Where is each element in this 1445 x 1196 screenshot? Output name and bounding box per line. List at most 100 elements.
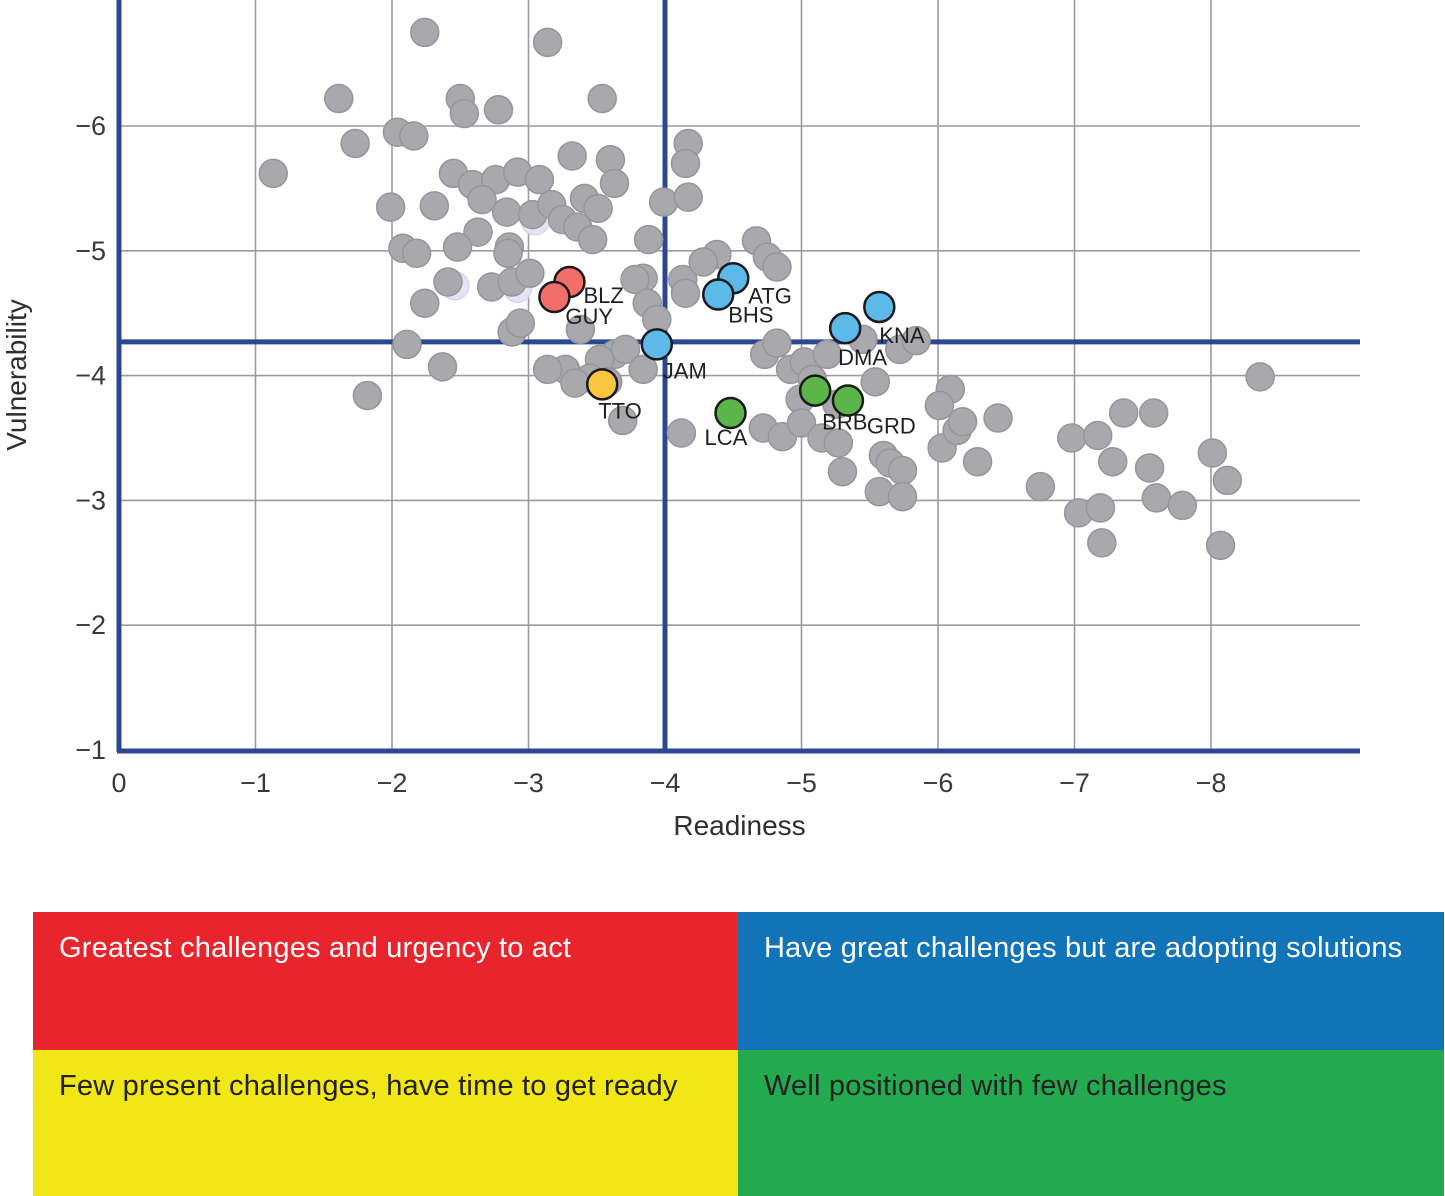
data-point xyxy=(1085,493,1116,523)
data-point xyxy=(901,325,931,356)
data-point-JAM xyxy=(640,328,674,361)
y-tick-label: −3 xyxy=(75,485,106,515)
data-point xyxy=(924,390,955,421)
data-point xyxy=(1082,420,1113,451)
data-point xyxy=(583,193,613,224)
data-point xyxy=(483,95,514,125)
data-point xyxy=(433,267,463,297)
data-point xyxy=(375,192,406,222)
data-point xyxy=(532,354,563,385)
data-point xyxy=(324,83,354,114)
data-point xyxy=(491,197,522,227)
legend-label-red: Greatest challenges and urgency to act xyxy=(59,932,572,964)
data-point xyxy=(962,446,993,477)
data-point-GRD xyxy=(831,384,865,417)
data-point xyxy=(670,278,701,308)
data-point xyxy=(524,164,555,195)
data-point xyxy=(762,252,792,282)
data-point xyxy=(449,98,480,129)
data-point xyxy=(1212,465,1243,496)
data-point xyxy=(467,184,497,215)
data-point xyxy=(673,182,703,212)
data-point-GUY xyxy=(538,280,571,314)
data-point xyxy=(1134,453,1165,483)
data-point-KNA xyxy=(863,290,896,324)
data-point xyxy=(786,408,817,438)
data-point xyxy=(532,27,563,58)
data-point xyxy=(442,232,473,262)
data-point xyxy=(648,187,679,217)
y-tick-label: −6 xyxy=(75,111,106,141)
data-point xyxy=(887,481,918,512)
data-point-LCA xyxy=(714,396,747,430)
data-point xyxy=(1245,362,1275,392)
data-point xyxy=(505,308,536,338)
data-point-DMA xyxy=(828,311,862,345)
legend-label-yellow: Few present challenges, have time to get… xyxy=(59,1070,678,1102)
y-axis-title: Vulnerability xyxy=(1,299,32,450)
data-point-label-DMA: DMA xyxy=(838,345,887,370)
data-point xyxy=(1057,423,1087,453)
data-point xyxy=(827,456,858,487)
data-point xyxy=(688,247,718,277)
x-tick-label: −8 xyxy=(1196,768,1227,798)
quadrant-legend: Greatest challenges and urgency to act H… xyxy=(33,912,1444,1196)
legend-cell-green: Well positioned with few challenges xyxy=(738,1050,1444,1196)
data-point-label-TTO: TTO xyxy=(598,398,642,423)
data-point xyxy=(565,314,596,345)
data-point-TTO xyxy=(585,368,619,401)
data-point xyxy=(410,288,440,318)
data-point xyxy=(823,428,854,458)
x-tick-label: −1 xyxy=(240,768,271,798)
legend-cell-red: Greatest challenges and urgency to act xyxy=(33,912,738,1050)
legend-cell-yellow: Few present challenges, have time to get… xyxy=(33,1050,738,1196)
data-point xyxy=(463,217,493,247)
data-point xyxy=(587,83,617,114)
y-tick-label: −1 xyxy=(75,735,106,765)
data-point xyxy=(670,148,701,179)
data-point xyxy=(762,328,792,358)
data-point xyxy=(1197,438,1228,468)
y-tick-label: −4 xyxy=(75,361,106,391)
data-point xyxy=(258,158,288,189)
x-tick-label: −4 xyxy=(650,768,681,798)
data-point xyxy=(1108,398,1139,428)
data-point xyxy=(947,407,978,437)
data-point xyxy=(620,264,650,295)
data-point xyxy=(610,334,641,365)
data-point xyxy=(515,258,545,289)
vulnerability-readiness-chart: 0 −1 −2 −3 −4 −5 −6 −7 −8−1−2−3−4−5−6ReadinessVu… xyxy=(1,0,1360,841)
data-point xyxy=(560,368,590,398)
y-tick-label: −5 xyxy=(75,236,106,266)
data-point xyxy=(599,168,630,199)
data-point-label-ATG: ATG xyxy=(748,283,792,308)
data-point-label-GRD: GRD xyxy=(867,414,916,439)
x-tick-label: −6 xyxy=(923,768,954,798)
data-point xyxy=(399,121,429,151)
data-point-label-BHS: BHS xyxy=(728,302,773,327)
data-point xyxy=(812,339,843,370)
data-point xyxy=(340,128,370,159)
data-point xyxy=(1167,490,1198,521)
data-point xyxy=(1097,446,1128,477)
data-point xyxy=(1205,530,1236,561)
x-tick-label: 0 xyxy=(111,768,126,798)
data-point-label-GUY: GUY xyxy=(565,304,613,329)
data-point-label-JAM: JAM xyxy=(663,358,707,383)
data-point xyxy=(557,141,587,171)
x-tick-label: −2 xyxy=(377,768,408,798)
x-tick-label: −7 xyxy=(1059,768,1090,798)
legend-cell-blue: Have great challenges but are adopting s… xyxy=(738,912,1444,1050)
x-tick-label: −3 xyxy=(513,768,544,798)
data-point xyxy=(352,380,383,411)
x-axis-title: Readiness xyxy=(673,810,805,841)
data-point xyxy=(633,224,664,255)
data-point-BRB xyxy=(798,374,832,407)
data-point xyxy=(410,17,440,48)
data-point xyxy=(1025,471,1056,502)
data-point xyxy=(860,367,890,397)
data-point xyxy=(419,191,450,221)
data-point-BHS xyxy=(701,278,735,311)
data-point xyxy=(392,329,422,360)
